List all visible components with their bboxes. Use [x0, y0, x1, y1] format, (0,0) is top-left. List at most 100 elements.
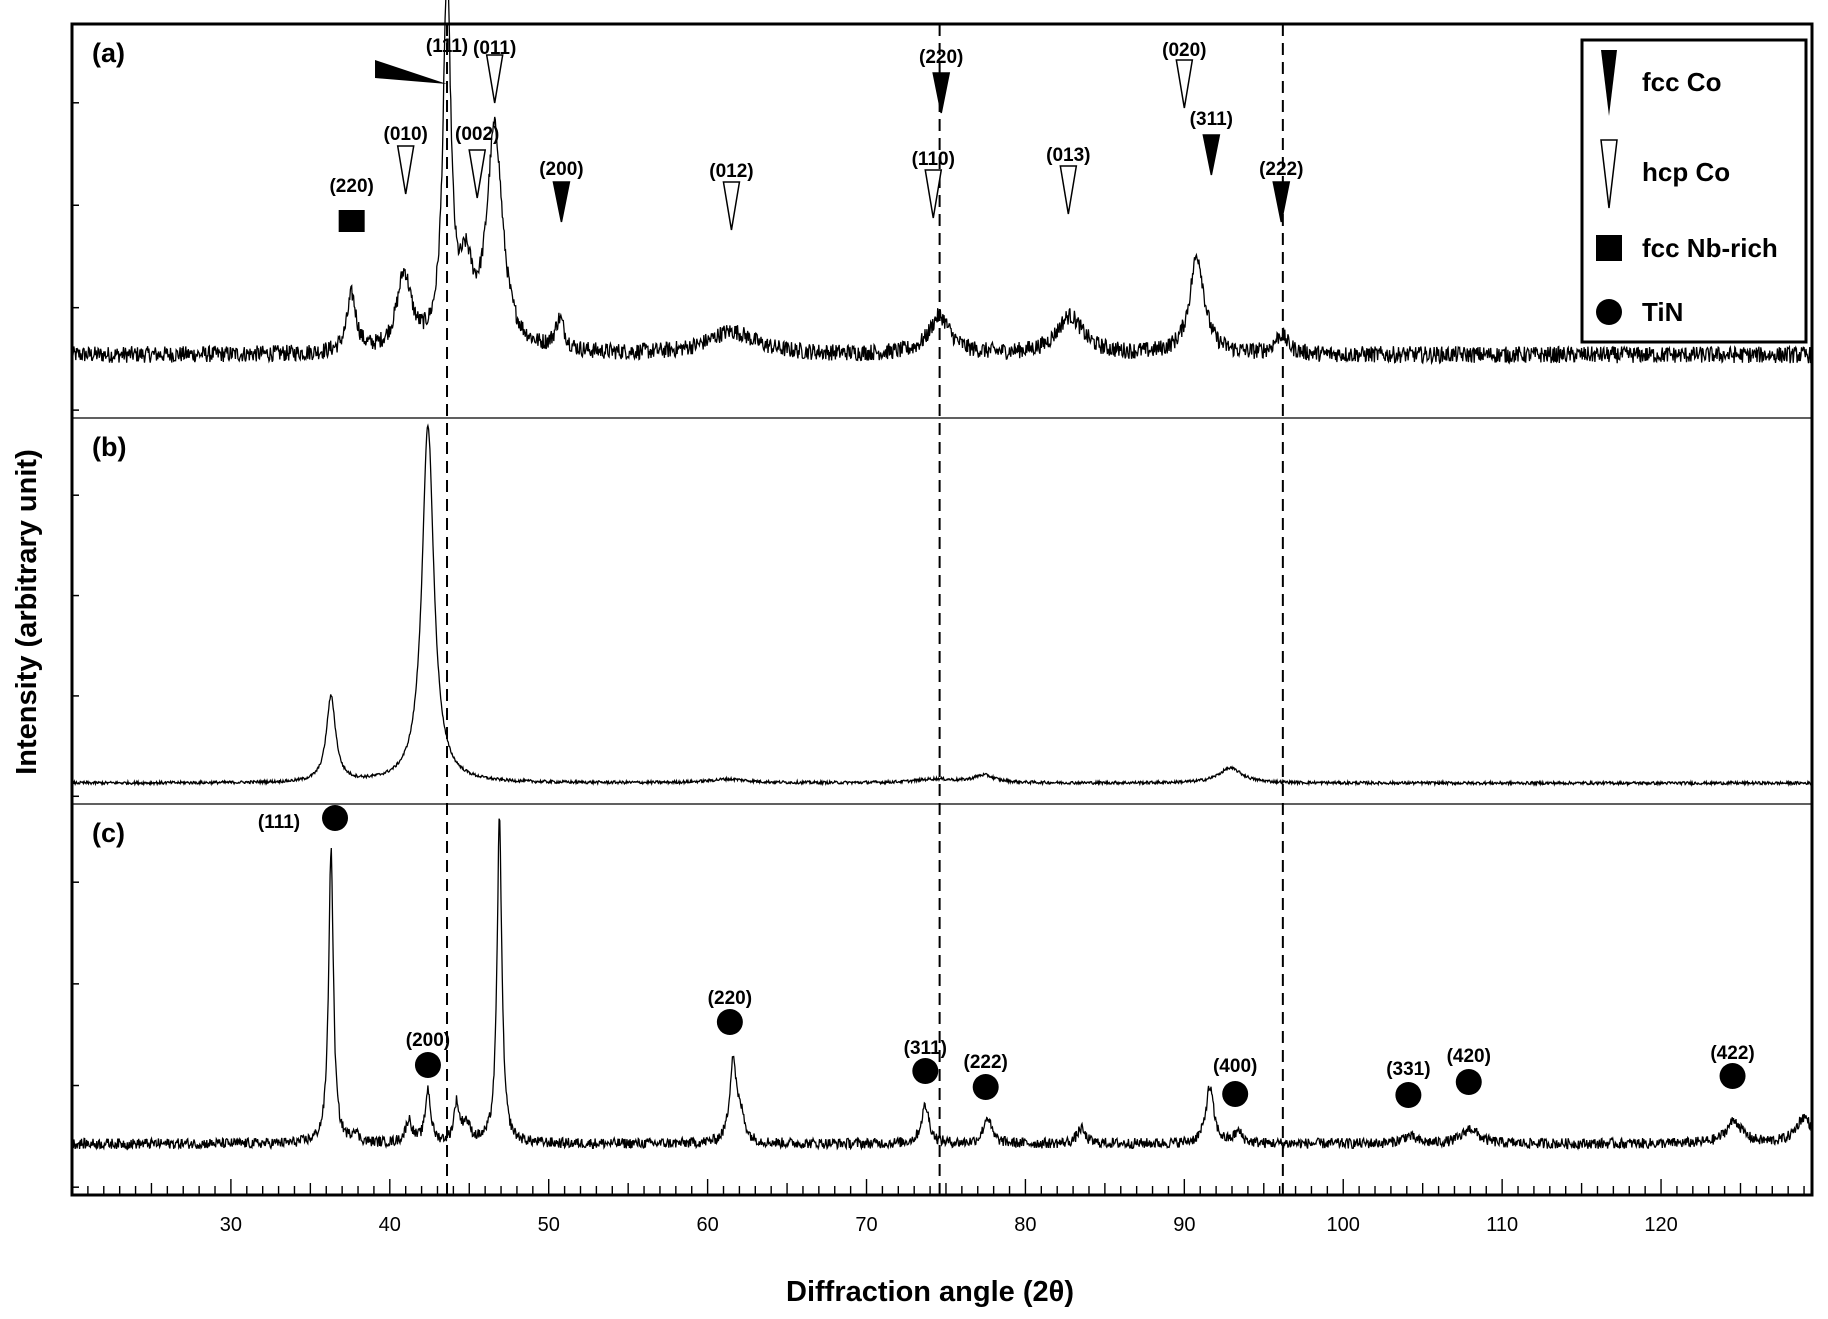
open-triangle-icon — [396, 145, 415, 195]
x-tick-label: 100 — [1327, 1214, 1360, 1236]
hkl-label: (220) — [329, 176, 373, 197]
legend-item: fcc Co — [1601, 50, 1721, 116]
hkl-label: (220) — [919, 47, 963, 68]
hkl-label: (311) — [1190, 109, 1233, 130]
open-triangle-icon — [1059, 165, 1078, 215]
hkl-label: (420) — [1447, 1046, 1491, 1067]
plot-frame — [70, 22, 1814, 1197]
annotation-a: (220) — [919, 47, 963, 114]
x-tick-label: 50 — [538, 1214, 560, 1236]
open-triangle-icon — [722, 181, 741, 231]
filled-circle-icon — [1719, 1063, 1746, 1089]
hkl-label: (400) — [1213, 1056, 1257, 1077]
filled-circle-icon — [1222, 1081, 1249, 1107]
filled-circle-icon — [414, 1052, 441, 1078]
trace-c — [71, 818, 1812, 1151]
plot-border — [70, 22, 1814, 1197]
panel-label: (b) — [92, 432, 126, 462]
annotation-a: (311) — [1190, 109, 1233, 176]
panel-label: (a) — [92, 38, 125, 68]
y-axis-label: Intensity (arbitrary unit) — [11, 449, 43, 775]
x-tick-label: 120 — [1644, 1214, 1677, 1236]
diffraction-traces — [71, 0, 1813, 1151]
annotation-c: (311) — [904, 1038, 947, 1084]
open-triangle-icon — [485, 54, 504, 104]
hkl-label: (200) — [539, 159, 583, 180]
x-axis-label: Diffraction angle (2θ) — [786, 1276, 1074, 1308]
filled-square-icon — [338, 210, 365, 232]
x-axis: 30 40 50 60 70 80 90 100 110 120 — [71, 1179, 1805, 1236]
hkl-label: (020) — [1162, 40, 1206, 61]
annotation-c: (420) — [1447, 1046, 1491, 1095]
annotation-a: (011) — [473, 38, 516, 104]
annotation-a: (002) — [455, 124, 499, 199]
x-tick-label: 80 — [1014, 1214, 1036, 1236]
legend-label: hcp Co — [1642, 157, 1730, 187]
x-tick-label: 40 — [379, 1214, 401, 1236]
trace-b — [71, 423, 1812, 788]
panel-label: (c) — [92, 818, 125, 848]
filled-circle-icon — [972, 1074, 999, 1100]
hkl-label: (220) — [708, 988, 752, 1009]
hkl-label: (222) — [1259, 159, 1303, 180]
filled-circle-icon — [912, 1058, 939, 1084]
annotation-c: (331) — [1386, 1059, 1431, 1108]
hkl-label: (011) — [473, 38, 516, 59]
annotation-c: (422) — [1710, 1043, 1755, 1089]
hkl-label: (331) — [1386, 1059, 1430, 1080]
annotation-a: (222) — [1259, 159, 1303, 223]
annotation-c: (200) — [406, 1030, 450, 1078]
annotation-c: (400) — [1213, 1056, 1257, 1107]
x-tick-label: 90 — [1173, 1214, 1195, 1236]
legend-item: TiN — [1596, 297, 1683, 327]
annotation-a: (020) — [1162, 40, 1207, 109]
open-triangle-icon — [1600, 139, 1618, 209]
open-triangle-icon — [924, 169, 943, 219]
filled-triangle-icon — [1202, 134, 1221, 176]
filled-triangle-icon — [375, 60, 448, 84]
trace-a — [71, 0, 1813, 366]
reference-lines — [446, 24, 1284, 1195]
filled-square-icon — [1596, 235, 1622, 261]
hkl-label: (111) — [258, 812, 300, 833]
open-triangle-icon — [1175, 59, 1194, 109]
hkl-label: (010) — [384, 124, 428, 145]
legend-label: fcc Co — [1642, 67, 1721, 97]
annotation-a: (013) — [1046, 145, 1091, 215]
annotation-a: (110) — [912, 149, 955, 219]
filled-triangle-icon — [1272, 181, 1291, 223]
annotation-a: (012) — [709, 161, 754, 231]
hkl-label: (222) — [964, 1052, 1008, 1073]
annotation-a: (010) — [384, 124, 428, 195]
annotation-a: (220) — [329, 176, 374, 232]
legend-label: fcc Nb-rich — [1642, 233, 1778, 263]
hkl-label: (013) — [1046, 145, 1090, 166]
legend-item: fcc Nb-rich — [1596, 233, 1778, 263]
x-tick-label: 70 — [855, 1214, 877, 1236]
annotation-c: (220) — [708, 988, 752, 1035]
filled-triangle-icon — [552, 181, 571, 223]
hkl-label: (111) — [426, 36, 468, 57]
filled-circle-icon — [1455, 1069, 1482, 1095]
hkl-label: (200) — [406, 1030, 450, 1051]
x-tick-label: 30 — [220, 1214, 242, 1236]
x-tick-label: 60 — [696, 1214, 718, 1236]
legend-label: TiN — [1642, 297, 1683, 327]
open-triangle-icon — [468, 149, 487, 199]
annotation-c: (222) — [964, 1052, 1008, 1100]
hkl-label: (002) — [455, 124, 499, 145]
annotation-a: (200) — [539, 159, 584, 223]
filled-circle-icon — [322, 805, 349, 831]
hkl-label: (012) — [709, 161, 753, 182]
annotation-c: (111) — [258, 805, 349, 833]
hkl-label: (311) — [904, 1038, 947, 1059]
legend-box — [1580, 38, 1808, 344]
hkl-label: (110) — [912, 149, 955, 170]
filled-circle-icon — [716, 1009, 743, 1035]
annotation-a: (111) — [375, 36, 468, 84]
hkl-label: (422) — [1710, 1043, 1754, 1064]
legend: fcc Co hcp Co fcc Nb-rich TiN — [1580, 38, 1808, 344]
filled-triangle-icon — [932, 72, 951, 114]
filled-triangle-icon — [1601, 50, 1617, 116]
